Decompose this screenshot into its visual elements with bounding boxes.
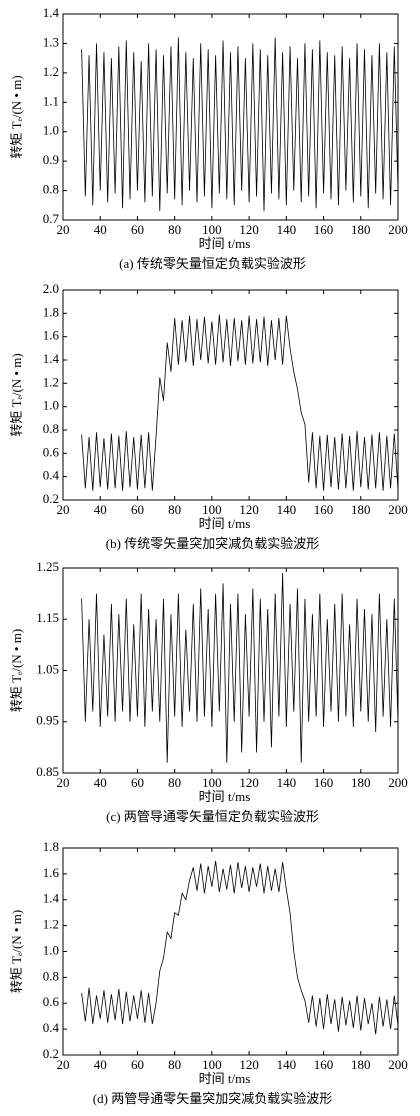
y-tick-label: 1.05 <box>36 661 59 676</box>
y-tick-label: 0.6 <box>43 994 60 1009</box>
x-tick-label: 100 <box>202 502 222 517</box>
caption: (d) 两管导通零矢量突加突减负载实验波形 <box>93 1091 332 1106</box>
x-tick-label: 200 <box>388 502 408 517</box>
x-tick-label: 160 <box>314 775 334 790</box>
x-tick-label: 80 <box>168 1057 181 1072</box>
x-tick-label: 140 <box>277 222 297 237</box>
y-tick-label: 0.95 <box>36 713 59 728</box>
x-tick-label: 180 <box>351 1057 371 1072</box>
x-tick-label: 180 <box>351 775 371 790</box>
x-tick-label: 60 <box>131 1057 144 1072</box>
y-tick-label: 1.0 <box>43 942 59 957</box>
x-tick-label: 100 <box>202 775 222 790</box>
panel: 20 40 60 80 100 120 140 160 180 200 0.85 0.95 1.05 1.… <box>9 559 408 824</box>
x-tick-label: 20 <box>57 502 70 517</box>
y-tick-label: 1.4 <box>43 891 60 906</box>
y-tick-label: 0.8 <box>43 968 59 983</box>
x-tick-label: 160 <box>314 222 334 237</box>
y-tick-label: 1.6 <box>43 865 60 880</box>
y-tick-label: 1.0 <box>43 123 59 138</box>
x-tick-label: 140 <box>277 1057 297 1072</box>
caption: (c) 两管导通零矢量恒定负载实验波形 <box>106 809 319 824</box>
panel: 20 40 60 80 100 120 140 160 180 200 0.7 0.8 0.9 1.0 1.… <box>9 5 408 271</box>
x-tick-label: 60 <box>131 222 144 237</box>
x-tick-label: 80 <box>168 502 181 517</box>
y-tick-label: 1.1 <box>43 93 59 108</box>
caption: (a) 传统零矢量恒定负载实验波形 <box>119 256 306 271</box>
x-tick-label: 40 <box>94 502 107 517</box>
y-tick-label: 2.0 <box>43 281 59 296</box>
x-tick-label: 180 <box>351 502 371 517</box>
y-tick-label: 0.2 <box>43 491 59 506</box>
y-tick-label: 1.4 <box>43 5 60 20</box>
y-axis-label: 转矩 Tₑ/(N • m) <box>9 353 24 436</box>
torque-trace <box>81 573 399 763</box>
panel: 20 40 60 80 100 120 140 160 180 200 0.2 0.4 0.6 0.8 1.… <box>9 839 408 1106</box>
y-tick-label: 0.8 <box>43 182 59 197</box>
y-tick-label: 0.7 <box>43 211 60 226</box>
y-tick-label: 1.8 <box>43 304 59 319</box>
x-axis-label: 时间 t/ms <box>199 789 251 804</box>
x-tick-label: 60 <box>131 775 144 790</box>
y-tick-label: 1.2 <box>43 917 59 932</box>
x-tick-label: 160 <box>314 502 334 517</box>
x-tick-label: 40 <box>94 775 107 790</box>
x-tick-label: 20 <box>57 775 70 790</box>
torque-trace <box>81 314 399 491</box>
x-tick-label: 60 <box>131 502 144 517</box>
torque-trace <box>81 37 399 212</box>
x-tick-label: 20 <box>57 222 70 237</box>
y-tick-label: 1.2 <box>43 64 59 79</box>
x-tick-label: 80 <box>168 222 181 237</box>
y-tick-label: 1.6 <box>43 328 60 343</box>
x-tick-label: 20 <box>57 1057 70 1072</box>
x-tick-label: 120 <box>239 502 259 517</box>
plot-frame <box>62 13 399 221</box>
y-tick-label: 0.8 <box>43 421 59 436</box>
x-tick-label: 100 <box>202 1057 222 1072</box>
x-tick-label: 140 <box>277 502 297 517</box>
y-tick-label: 1.3 <box>43 34 59 49</box>
x-tick-label: 200 <box>388 222 408 237</box>
y-axis-label: 转矩 Tₑ/(N • m) <box>9 75 24 158</box>
y-axis-label: 转矩 Tₑ/(N • m) <box>9 629 24 712</box>
x-axis-label: 时间 t/ms <box>199 236 251 251</box>
y-tick-label: 0.4 <box>43 468 60 483</box>
x-tick-label: 140 <box>277 775 297 790</box>
y-tick-label: 1.15 <box>36 610 59 625</box>
y-tick-label: 1.4 <box>43 351 60 366</box>
x-tick-label: 40 <box>94 222 107 237</box>
torque-trace <box>81 860 399 1035</box>
y-tick-label: 1.0 <box>43 398 59 413</box>
plot-frame <box>62 289 399 501</box>
caption: (b) 传统零矢量突加突减负载实验波形 <box>106 536 319 551</box>
x-tick-label: 40 <box>94 1057 107 1072</box>
y-tick-label: 0.9 <box>43 152 59 167</box>
y-tick-label: 1.2 <box>43 374 59 389</box>
x-tick-label: 100 <box>202 222 222 237</box>
y-tick-label: 1.8 <box>43 839 59 854</box>
x-tick-label: 120 <box>239 1057 259 1072</box>
y-tick-label: 0.85 <box>36 764 59 779</box>
x-axis-label: 时间 t/ms <box>199 516 251 531</box>
x-tick-label: 80 <box>168 775 181 790</box>
x-tick-label: 200 <box>388 1057 408 1072</box>
x-tick-label: 120 <box>239 775 259 790</box>
x-tick-label: 120 <box>239 222 259 237</box>
y-tick-label: 0.2 <box>43 1046 59 1061</box>
plot-frame <box>62 847 399 1056</box>
y-tick-label: 0.6 <box>43 444 60 459</box>
x-axis-label: 时间 t/ms <box>199 1071 251 1086</box>
panel: 20 40 60 80 100 120 140 160 180 200 0.2 0.4 0.6 0.8 1.… <box>9 281 408 551</box>
x-tick-label: 180 <box>351 222 371 237</box>
y-tick-label: 0.4 <box>43 1020 60 1035</box>
x-tick-label: 200 <box>388 775 408 790</box>
x-tick-label: 160 <box>314 1057 334 1072</box>
y-tick-label: 1.25 <box>36 559 59 574</box>
y-axis-label: 转矩 Tₑ/(N • m) <box>9 910 24 993</box>
